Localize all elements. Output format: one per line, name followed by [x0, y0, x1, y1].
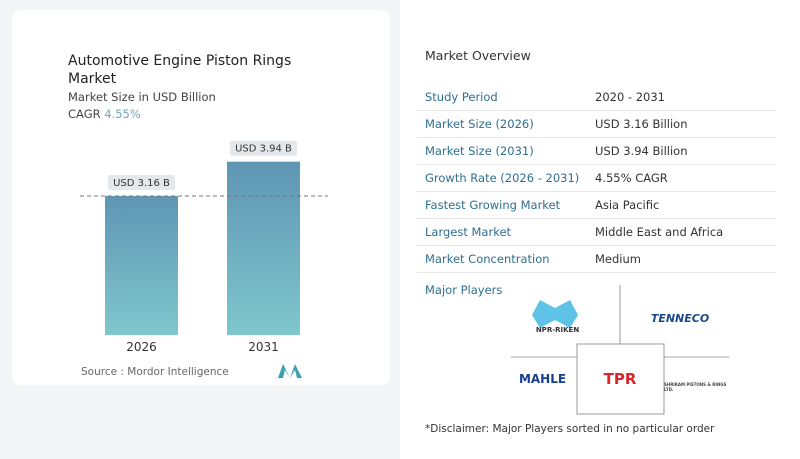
row-value: Middle East and Africa — [595, 225, 724, 239]
overview-row: Market Concentration Medium — [416, 246, 776, 273]
data-label: USD 3.94 B — [235, 144, 292, 155]
row-value: Medium — [595, 252, 641, 266]
player-shriram: SHRIRAM PISTONS & RINGS LTD. — [664, 382, 727, 392]
cagr-value: 4.55% — [104, 107, 141, 121]
major-players-title: Major Players — [425, 283, 503, 297]
row-label: Largest Market — [425, 225, 512, 239]
overview-row: Largest Market Middle East and Africa — [416, 219, 776, 246]
row-label: Growth Rate (2026 - 2031) — [425, 171, 580, 185]
player-tpr: TPR — [603, 370, 637, 388]
player-npr-riken: NPR-RIKEN — [535, 326, 580, 334]
bar-2031 — [227, 161, 300, 335]
overview-row: Fastest Growing Market Asia Pacific — [416, 192, 776, 219]
data-label: USD 3.16 B — [113, 178, 170, 189]
chart-card — [12, 10, 390, 385]
disclaimer: *Disclaimer: Major Players sorted in no … — [425, 423, 715, 435]
row-value: USD 3.16 Billion — [595, 117, 688, 131]
bar-chart: USD 3.16 B 2026 USD 3.94 B 2031 — [80, 140, 328, 354]
row-value: 2020 - 2031 — [595, 90, 665, 104]
npr-riken-logo-icon — [532, 300, 578, 328]
overview-row: Market Size (2026) USD 3.16 Billion — [416, 111, 776, 138]
mordor-logo-icon — [278, 364, 302, 378]
row-label: Market Concentration — [425, 252, 550, 266]
x-tick-label: 2026 — [126, 340, 157, 354]
chart-title: Automotive Engine Piston Rings Market — [68, 53, 292, 87]
player-mahle: MAHLE — [518, 372, 567, 386]
row-value: 4.55% CAGR — [595, 171, 668, 185]
bar-2026 — [105, 196, 178, 335]
overview-row: Study Period 2020 - 2031 — [416, 84, 776, 111]
row-label: Market Size (2026) — [425, 117, 534, 131]
cagr-label: CAGR — [68, 107, 101, 121]
overview-row: Market Size (2031) USD 3.94 Billion — [416, 138, 776, 165]
overview-row: Growth Rate (2026 - 2031) 4.55% CAGR — [416, 165, 776, 192]
row-label: Fastest Growing Market — [425, 198, 561, 212]
row-label: Market Size (2031) — [425, 144, 534, 158]
data-label-bg — [108, 175, 175, 190]
cagr: CAGR 4.55% — [68, 107, 141, 121]
chart-subtitle: Market Size in USD Billion — [68, 90, 216, 104]
row-value: USD 3.94 Billion — [595, 144, 688, 158]
data-label-bg — [230, 140, 297, 156]
x-tick-label: 2031 — [248, 340, 279, 354]
overview-title: Market Overview — [425, 48, 531, 63]
row-value: Asia Pacific — [595, 198, 660, 212]
source: Source : Mordor Intelligence — [81, 366, 229, 378]
row-label: Study Period — [425, 90, 498, 104]
player-tenneco: TENNECO — [650, 312, 710, 325]
